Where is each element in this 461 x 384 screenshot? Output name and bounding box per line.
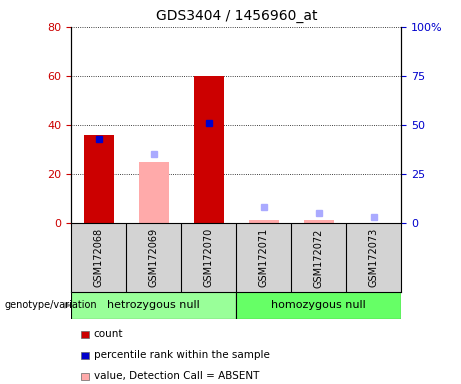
- Text: GSM172070: GSM172070: [204, 228, 214, 288]
- Bar: [303, 220, 334, 223]
- Title: GDS3404 / 1456960_at: GDS3404 / 1456960_at: [155, 9, 317, 23]
- FancyBboxPatch shape: [71, 292, 236, 319]
- FancyBboxPatch shape: [236, 292, 401, 319]
- Bar: [248, 220, 279, 223]
- Text: genotype/variation: genotype/variation: [5, 300, 97, 310]
- Text: GSM172068: GSM172068: [94, 228, 104, 287]
- Text: GSM172073: GSM172073: [369, 228, 378, 288]
- Text: value, Detection Call = ABSENT: value, Detection Call = ABSENT: [94, 371, 259, 381]
- Text: GSM172071: GSM172071: [259, 228, 269, 288]
- Text: hetrozygous null: hetrozygous null: [107, 300, 200, 310]
- Text: percentile rank within the sample: percentile rank within the sample: [94, 350, 270, 360]
- Bar: [84, 135, 114, 223]
- Text: GSM172069: GSM172069: [149, 228, 159, 287]
- Text: GSM172072: GSM172072: [313, 228, 324, 288]
- Text: homozygous null: homozygous null: [271, 300, 366, 310]
- Bar: [194, 76, 224, 223]
- Text: count: count: [94, 329, 123, 339]
- Polygon shape: [65, 302, 71, 309]
- Bar: [139, 162, 169, 223]
